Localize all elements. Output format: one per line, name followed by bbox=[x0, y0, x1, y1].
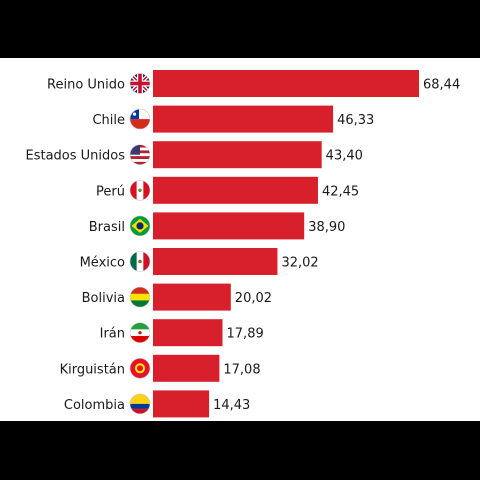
bar bbox=[153, 390, 210, 418]
chile-flag-icon bbox=[129, 108, 151, 130]
category-label: Bolivia bbox=[82, 291, 125, 306]
bar-row: Estados Unidos 43,40 bbox=[25, 141, 363, 169]
value-label: 17,08 bbox=[223, 362, 260, 377]
category-label: Perú bbox=[96, 184, 125, 199]
bar bbox=[153, 212, 305, 240]
mexico-flag-icon bbox=[129, 251, 151, 272]
value-label: 68,44 bbox=[423, 78, 460, 93]
bar-row: Irán 17,89 bbox=[100, 319, 264, 347]
kyrgyzstan-flag-icon bbox=[129, 357, 151, 379]
bar bbox=[153, 283, 231, 311]
bar-row: Brasil 38,90 bbox=[89, 212, 345, 240]
category-label: Chile bbox=[92, 113, 125, 128]
chart-panel: Reino Unido 68,44 Chile 46,33 Estados Unidos… bbox=[0, 58, 480, 421]
bar bbox=[153, 70, 419, 97]
colombia-flag-icon bbox=[129, 393, 151, 415]
category-label: Kirguistán bbox=[60, 362, 125, 377]
value-label: 17,89 bbox=[227, 327, 264, 342]
bar bbox=[153, 141, 322, 169]
uk-flag-icon bbox=[129, 73, 151, 94]
bolivia-flag-icon bbox=[129, 286, 151, 308]
bar bbox=[153, 105, 334, 133]
bar-row: Bolivia 20,02 bbox=[82, 283, 272, 311]
value-label: 20,02 bbox=[235, 291, 272, 306]
category-label: Brasil bbox=[89, 220, 125, 235]
bar-row: Chile 46,33 bbox=[92, 105, 374, 133]
iran-flag-icon bbox=[129, 322, 151, 344]
bar bbox=[153, 248, 278, 275]
category-label: Irán bbox=[100, 327, 125, 342]
value-label: 46,33 bbox=[337, 113, 374, 128]
category-label: Estados Unidos bbox=[25, 149, 125, 164]
bar-row: Colombia 14,43 bbox=[64, 390, 250, 418]
category-label: México bbox=[80, 256, 125, 271]
bar bbox=[153, 176, 318, 204]
value-label: 38,90 bbox=[308, 220, 345, 235]
peru-flag-icon bbox=[129, 180, 151, 201]
category-label: Colombia bbox=[64, 398, 125, 413]
bar bbox=[153, 354, 220, 382]
brazil-flag-icon bbox=[129, 215, 151, 237]
bar-chart: Reino Unido 68,44 Chile 46,33 Estados Unidos… bbox=[25, 70, 460, 418]
bar-row: Reino Unido 68,44 bbox=[47, 70, 460, 97]
bar-row: Perú 42,45 bbox=[96, 176, 359, 204]
bar-row: Kirguistán 17,08 bbox=[60, 354, 261, 382]
bar-row: México 32,02 bbox=[80, 248, 319, 275]
value-label: 32,02 bbox=[281, 256, 318, 271]
category-label: Reino Unido bbox=[47, 78, 125, 93]
value-label: 43,40 bbox=[326, 149, 363, 164]
bar bbox=[153, 319, 223, 347]
value-label: 42,45 bbox=[322, 184, 359, 199]
usa-flag-icon bbox=[129, 144, 151, 165]
value-label: 14,43 bbox=[213, 398, 250, 413]
